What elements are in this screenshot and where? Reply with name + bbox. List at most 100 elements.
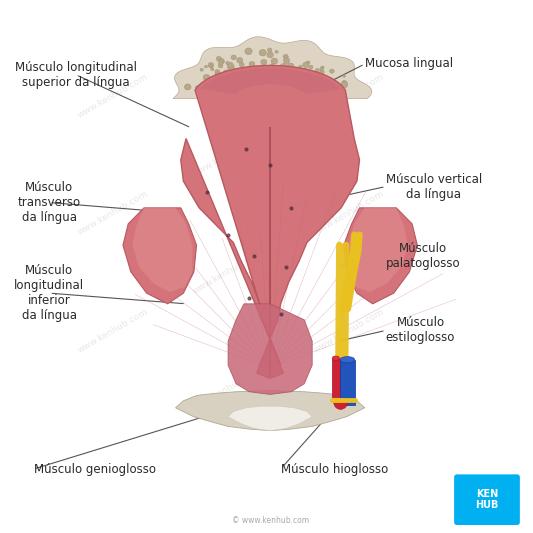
Ellipse shape [211,68,214,71]
Ellipse shape [249,61,255,67]
Ellipse shape [303,73,309,79]
Ellipse shape [289,68,293,71]
Ellipse shape [259,50,266,56]
Ellipse shape [283,54,288,59]
Text: KEN
HUB: KEN HUB [475,489,499,510]
Text: Mucosa lingual: Mucosa lingual [365,58,453,70]
Text: www.kenhub.com: www.kenhub.com [191,248,265,296]
Text: www.kenhub.com: www.kenhub.com [191,365,265,413]
Ellipse shape [225,61,229,64]
Ellipse shape [213,79,218,84]
Polygon shape [173,37,372,99]
Text: Músculo
longitudinal
inferior
da língua: Músculo longitudinal inferior da língua [14,264,84,322]
Polygon shape [199,68,341,94]
Ellipse shape [275,50,278,53]
Ellipse shape [312,79,316,83]
Ellipse shape [205,66,207,68]
Ellipse shape [316,68,319,72]
Ellipse shape [340,357,355,363]
Ellipse shape [335,84,341,89]
Ellipse shape [223,70,229,75]
Text: Músculo
palatoglosso: Músculo palatoglosso [386,242,461,270]
Ellipse shape [184,84,191,90]
Ellipse shape [203,74,210,80]
Ellipse shape [334,90,338,95]
Ellipse shape [267,52,273,58]
Ellipse shape [287,63,294,69]
Ellipse shape [239,62,244,67]
Ellipse shape [298,65,302,68]
Ellipse shape [271,58,278,64]
Ellipse shape [218,59,224,64]
Ellipse shape [245,48,252,54]
Text: www.kenhub.com: www.kenhub.com [312,189,386,237]
Ellipse shape [309,65,313,69]
Ellipse shape [215,69,220,74]
Polygon shape [228,406,312,431]
Ellipse shape [227,77,230,80]
Ellipse shape [215,72,221,77]
Ellipse shape [336,87,342,93]
Ellipse shape [244,68,248,72]
Polygon shape [216,72,324,99]
Ellipse shape [215,84,220,88]
Ellipse shape [332,356,340,360]
Ellipse shape [200,68,203,71]
Text: www.kenhub.com: www.kenhub.com [76,72,149,120]
Ellipse shape [242,69,246,72]
Text: Músculo genioglosso: Músculo genioglosso [34,463,156,475]
Polygon shape [132,208,192,292]
Ellipse shape [203,82,209,88]
Ellipse shape [228,64,235,70]
Ellipse shape [303,62,309,68]
Ellipse shape [280,64,284,68]
Wedge shape [334,402,348,409]
Ellipse shape [221,59,224,62]
Ellipse shape [329,69,334,73]
Ellipse shape [208,62,214,68]
Ellipse shape [261,59,267,65]
FancyBboxPatch shape [454,474,520,525]
Text: Músculo
estiloglosso: Músculo estiloglosso [386,317,455,344]
Bar [332,359,340,397]
Polygon shape [348,208,408,292]
Text: Músculo
transverso
da língua: Músculo transverso da língua [18,181,81,224]
Ellipse shape [306,61,310,64]
Ellipse shape [213,83,218,87]
Ellipse shape [281,63,286,68]
Ellipse shape [329,90,333,93]
Ellipse shape [216,56,221,61]
Ellipse shape [217,86,222,91]
Ellipse shape [223,77,227,82]
Ellipse shape [317,77,321,82]
Ellipse shape [228,62,233,68]
Polygon shape [344,208,417,304]
Text: www.kenhub.com: www.kenhub.com [312,72,386,120]
Ellipse shape [213,83,217,87]
Ellipse shape [281,68,285,70]
Ellipse shape [320,68,323,71]
Ellipse shape [268,48,272,52]
Polygon shape [175,391,365,431]
Ellipse shape [343,75,345,77]
Ellipse shape [302,69,309,75]
Polygon shape [228,304,312,394]
Ellipse shape [209,64,212,67]
Text: © www.kenhub.com: © www.kenhub.com [231,516,309,525]
Polygon shape [181,66,360,378]
Ellipse shape [231,55,236,60]
Ellipse shape [218,63,223,68]
Polygon shape [123,208,197,304]
Text: www.kenhub.com: www.kenhub.com [76,306,149,354]
Text: www.kenhub.com: www.kenhub.com [76,189,149,237]
Ellipse shape [321,66,324,69]
Text: www.kenhub.com: www.kenhub.com [312,306,386,354]
Ellipse shape [342,80,346,85]
Text: Músculo longitudinal
superior da língua: Músculo longitudinal superior da língua [14,61,136,88]
Text: Músculo hioglosso: Músculo hioglosso [281,463,388,475]
Ellipse shape [209,86,215,91]
Text: www.kenhub.com: www.kenhub.com [191,131,265,179]
Ellipse shape [270,63,274,68]
Text: Músculo vertical
da língua: Músculo vertical da língua [386,173,482,200]
Ellipse shape [320,70,324,74]
